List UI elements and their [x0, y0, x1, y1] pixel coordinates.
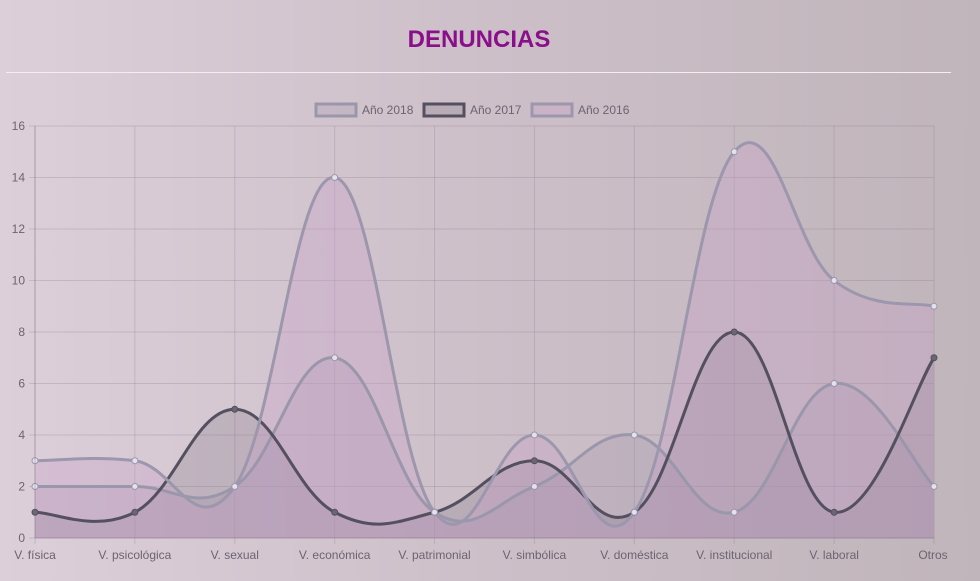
y-tick-label: 12: [12, 222, 26, 236]
y-tick-label: 0: [18, 531, 25, 545]
x-tick-label: V. psicológica: [98, 548, 171, 562]
x-tick-label: V. laboral: [809, 548, 859, 562]
x-tick-label: V. económica: [299, 548, 371, 562]
y-tick-label: 16: [12, 119, 26, 133]
x-tick-label: V. institucional: [696, 548, 772, 562]
data-point[interactable]: [131, 483, 139, 490]
data-point[interactable]: [930, 302, 938, 310]
legend-swatch-0[interactable]: [314, 102, 358, 118]
legend-label-0[interactable]: Año 2018: [362, 103, 414, 117]
data-point[interactable]: [930, 483, 938, 490]
data-point[interactable]: [730, 328, 738, 336]
data-point[interactable]: [530, 483, 538, 490]
x-tick-label: V. física: [14, 548, 56, 562]
series-fills: [35, 142, 934, 539]
data-point[interactable]: [830, 380, 838, 387]
chart-legend: Año 2018 Año 2017 Año 2016: [314, 102, 630, 118]
y-tick-label: 14: [12, 171, 26, 185]
x-tick-label: V. doméstica: [600, 548, 669, 562]
data-point[interactable]: [331, 508, 339, 516]
x-tick-label: V. simbólica: [503, 548, 567, 562]
data-point[interactable]: [830, 277, 838, 284]
chart-title: DENUNCIAS: [407, 26, 551, 53]
data-point[interactable]: [530, 431, 538, 439]
data-point[interactable]: [231, 405, 239, 413]
data-point[interactable]: [930, 354, 938, 362]
data-point[interactable]: [31, 457, 39, 465]
legend-label-1[interactable]: Año 2017: [470, 103, 522, 117]
data-point[interactable]: [730, 508, 738, 516]
data-point[interactable]: [131, 508, 139, 516]
series-line-0: [35, 356, 936, 523]
series-line-2: [34, 141, 935, 528]
data-point[interactable]: [730, 148, 738, 156]
data-point[interactable]: [231, 483, 239, 490]
legend-swatch-2[interactable]: [530, 102, 574, 118]
series-area-1: [35, 332, 934, 538]
x-tick-label: Otros: [918, 548, 947, 562]
data-point[interactable]: [331, 354, 339, 362]
y-tick-label: 6: [18, 377, 25, 391]
series-lines: [34, 141, 936, 528]
data-point[interactable]: [830, 508, 838, 516]
data-point[interactable]: [331, 174, 339, 181]
y-tick-label: 2: [18, 480, 25, 494]
series-line-1: [34, 330, 936, 526]
legend-label-2[interactable]: Año 2016: [578, 103, 630, 117]
x-tick-label: V. patrimonial: [398, 548, 470, 562]
data-point[interactable]: [431, 508, 439, 516]
series-area-2: [35, 142, 934, 539]
series-area-0: [35, 357, 934, 538]
data-point[interactable]: [630, 508, 638, 516]
data-point[interactable]: [131, 457, 139, 465]
title-divider: [6, 72, 951, 73]
chart-axes: 0 2 4 6 8 10 12 14 16 V. física V. psicológica V. s…: [12, 119, 948, 562]
x-tick-label: V. sexual: [211, 548, 259, 562]
y-tick-label: 8: [18, 325, 25, 339]
data-point[interactable]: [530, 457, 538, 465]
data-point[interactable]: [630, 431, 638, 439]
chart-grid: [29, 125, 935, 544]
data-point[interactable]: [31, 508, 39, 516]
legend-swatch-1[interactable]: [422, 102, 466, 118]
y-tick-label: 4: [18, 428, 25, 442]
series-points: [31, 148, 938, 516]
y-tick-label: 10: [12, 274, 26, 288]
data-point[interactable]: [31, 483, 39, 490]
